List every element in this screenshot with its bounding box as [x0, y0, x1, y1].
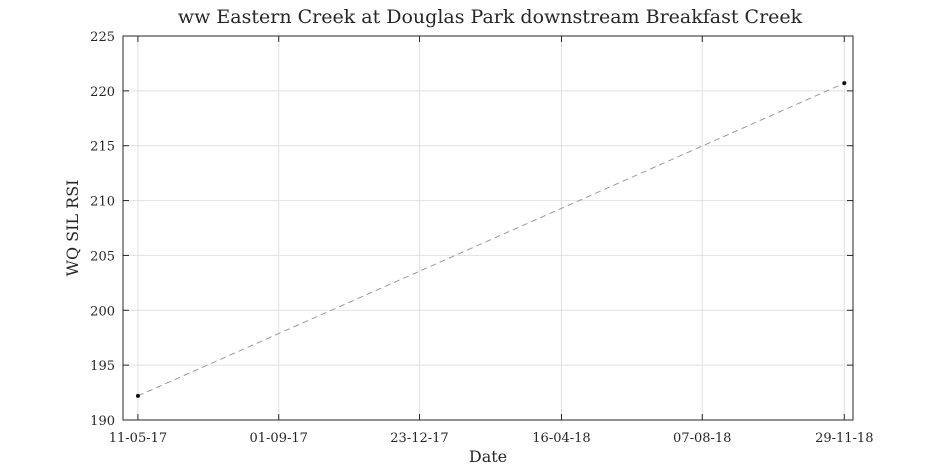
y-tick-label: 210	[90, 195, 115, 210]
x-tick-label: 16-04-18	[532, 431, 590, 446]
grid	[123, 35, 853, 421]
series-line	[137, 82, 845, 397]
ticks: 11-05-17 01-09-17 23-12-17 16-04-18 07-08-18…	[90, 30, 873, 446]
y-tick-label: 225	[90, 30, 115, 45]
chart-title: ww Eastern Creek at Douglas Park downstr…	[178, 6, 803, 28]
y-tick-label: 200	[90, 304, 115, 319]
x-tick-label: 11-05-17	[109, 431, 167, 446]
data-point	[135, 393, 140, 398]
x-tick-label: 01-09-17	[250, 431, 308, 446]
y-tick-label: 220	[90, 85, 115, 100]
y-tick-label: 215	[90, 140, 115, 155]
y-axis-label: WQ SIL RSI	[63, 180, 82, 277]
data-point	[842, 81, 847, 86]
y-tick-label: 190	[90, 414, 115, 429]
x-tick-label: 07-08-18	[673, 431, 731, 446]
y-tick-label: 205	[90, 249, 115, 264]
x-axis-label: Date	[469, 447, 507, 466]
plot-frame	[122, 35, 854, 421]
x-tick-label: 29-11-18	[815, 431, 873, 446]
y-tick-label: 195	[90, 359, 115, 374]
series	[135, 81, 847, 398]
x-tick-label: 23-12-17	[390, 431, 448, 446]
